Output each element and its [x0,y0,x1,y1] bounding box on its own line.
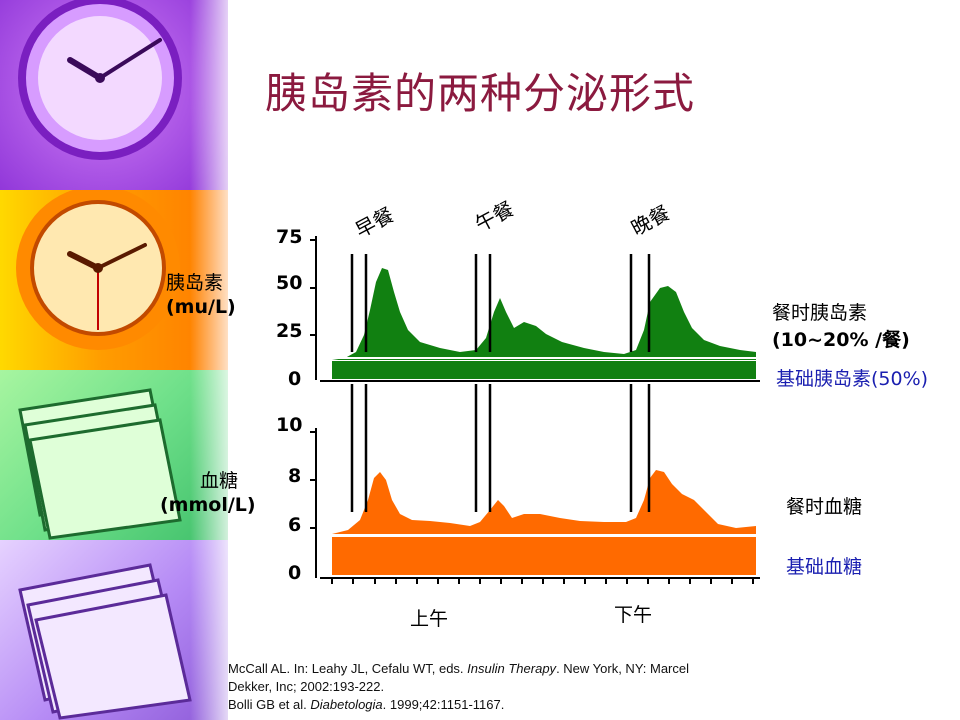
glucose-tick-10: 10 [276,414,303,436]
insulin-tick-50: 50 [276,272,303,294]
glucose-basal-bar [332,537,756,575]
glucose-tick-8: 8 [288,465,302,487]
decorative-strip [0,0,260,720]
glucose-tick-6: 6 [288,514,302,536]
glucose-ylabel: 血糖 [200,470,239,492]
meal-insulin-label: 餐时胰岛素 [772,302,868,324]
insulin-meal-area [332,268,756,360]
references: McCall AL. In: Leahy JL, Cefalu WT, eds.… [228,660,788,714]
insulin-chart [310,236,760,382]
insulin-ylabel-unit: (mu/L) [166,296,236,318]
meal-insulin-percent: (10~20% /餐) [772,329,910,351]
meal-markers [350,254,651,512]
alarm-clock-icon [16,190,180,350]
reference-1-cont: Dekker, Inc; 2002:193-222. [228,679,385,694]
x-label-morning: 上午 [410,608,449,630]
insulin-basal-bar [332,361,756,379]
basal-glucose-label: 基础血糖 [786,556,863,578]
slide-title: 胰岛素的两种分泌形式 [265,69,696,118]
meal-glucose-label: 餐时血糖 [786,496,863,518]
glucose-tick-0: 0 [288,562,302,584]
papers-icon [18,388,182,540]
insulin-ylabel: 胰岛素 [166,272,224,294]
basal-insulin-label: 基础胰岛素(50%) [776,368,929,390]
clock-icon [18,0,182,160]
x-label-afternoon: 下午 [614,604,653,626]
insulin-tick-0: 0 [288,368,302,390]
reference-1: McCall AL. In: Leahy JL, Cefalu WT, eds.… [228,661,690,676]
meal-label-breakfast: 早餐 [351,202,398,242]
meal-label-dinner: 晚餐 [627,200,674,240]
glucose-chart [310,428,760,584]
glucose-ylabel-unit: (mmol/L) [160,494,256,516]
reference-2: Bolli GB et al. Diabetologia. 1999;42:11… [228,697,505,712]
insulin-tick-25: 25 [276,320,303,342]
glucose-meal-area [332,470,756,534]
meal-label-lunch: 午餐 [471,196,518,236]
insulin-tick-75: 75 [276,226,303,248]
